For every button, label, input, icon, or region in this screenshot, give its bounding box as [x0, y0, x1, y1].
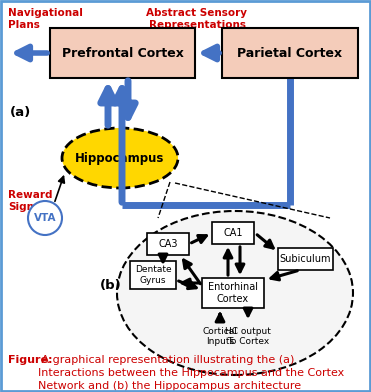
Text: (b): (b) [100, 278, 122, 292]
Text: CA1: CA1 [223, 228, 243, 238]
Text: Cortical
Inputs: Cortical Inputs [203, 327, 237, 347]
Ellipse shape [62, 128, 178, 188]
Text: VTA: VTA [34, 213, 56, 223]
Ellipse shape [117, 211, 353, 375]
Text: (a): (a) [10, 105, 31, 118]
FancyBboxPatch shape [222, 28, 358, 78]
FancyBboxPatch shape [278, 248, 332, 270]
Text: Reward
Signal: Reward Signal [8, 190, 53, 212]
Text: HC output
To Cortex: HC output To Cortex [225, 327, 271, 347]
FancyBboxPatch shape [202, 278, 264, 308]
Text: Parietal Cortex: Parietal Cortex [237, 47, 342, 60]
Text: Hippocampus: Hippocampus [75, 151, 165, 165]
Circle shape [28, 201, 62, 235]
Text: Dentate
Gyrus: Dentate Gyrus [135, 265, 171, 285]
Text: Prefrontal Cortex: Prefrontal Cortex [62, 47, 183, 60]
Text: Subiculum: Subiculum [279, 254, 331, 264]
FancyBboxPatch shape [130, 261, 176, 289]
Text: Abstract Sensory
Representations: Abstract Sensory Representations [147, 8, 247, 30]
FancyBboxPatch shape [212, 222, 254, 244]
FancyBboxPatch shape [50, 28, 195, 78]
Text: Entorhinal
Cortex: Entorhinal Cortex [208, 282, 258, 304]
Text: CA3: CA3 [158, 239, 178, 249]
Text: Navigational
Plans: Navigational Plans [8, 8, 83, 30]
Text: A graphical representation illustrating the (a)
Interactions between the Hippoca: A graphical representation illustrating … [38, 355, 344, 391]
FancyBboxPatch shape [147, 233, 189, 255]
Text: Figure:: Figure: [8, 355, 53, 365]
